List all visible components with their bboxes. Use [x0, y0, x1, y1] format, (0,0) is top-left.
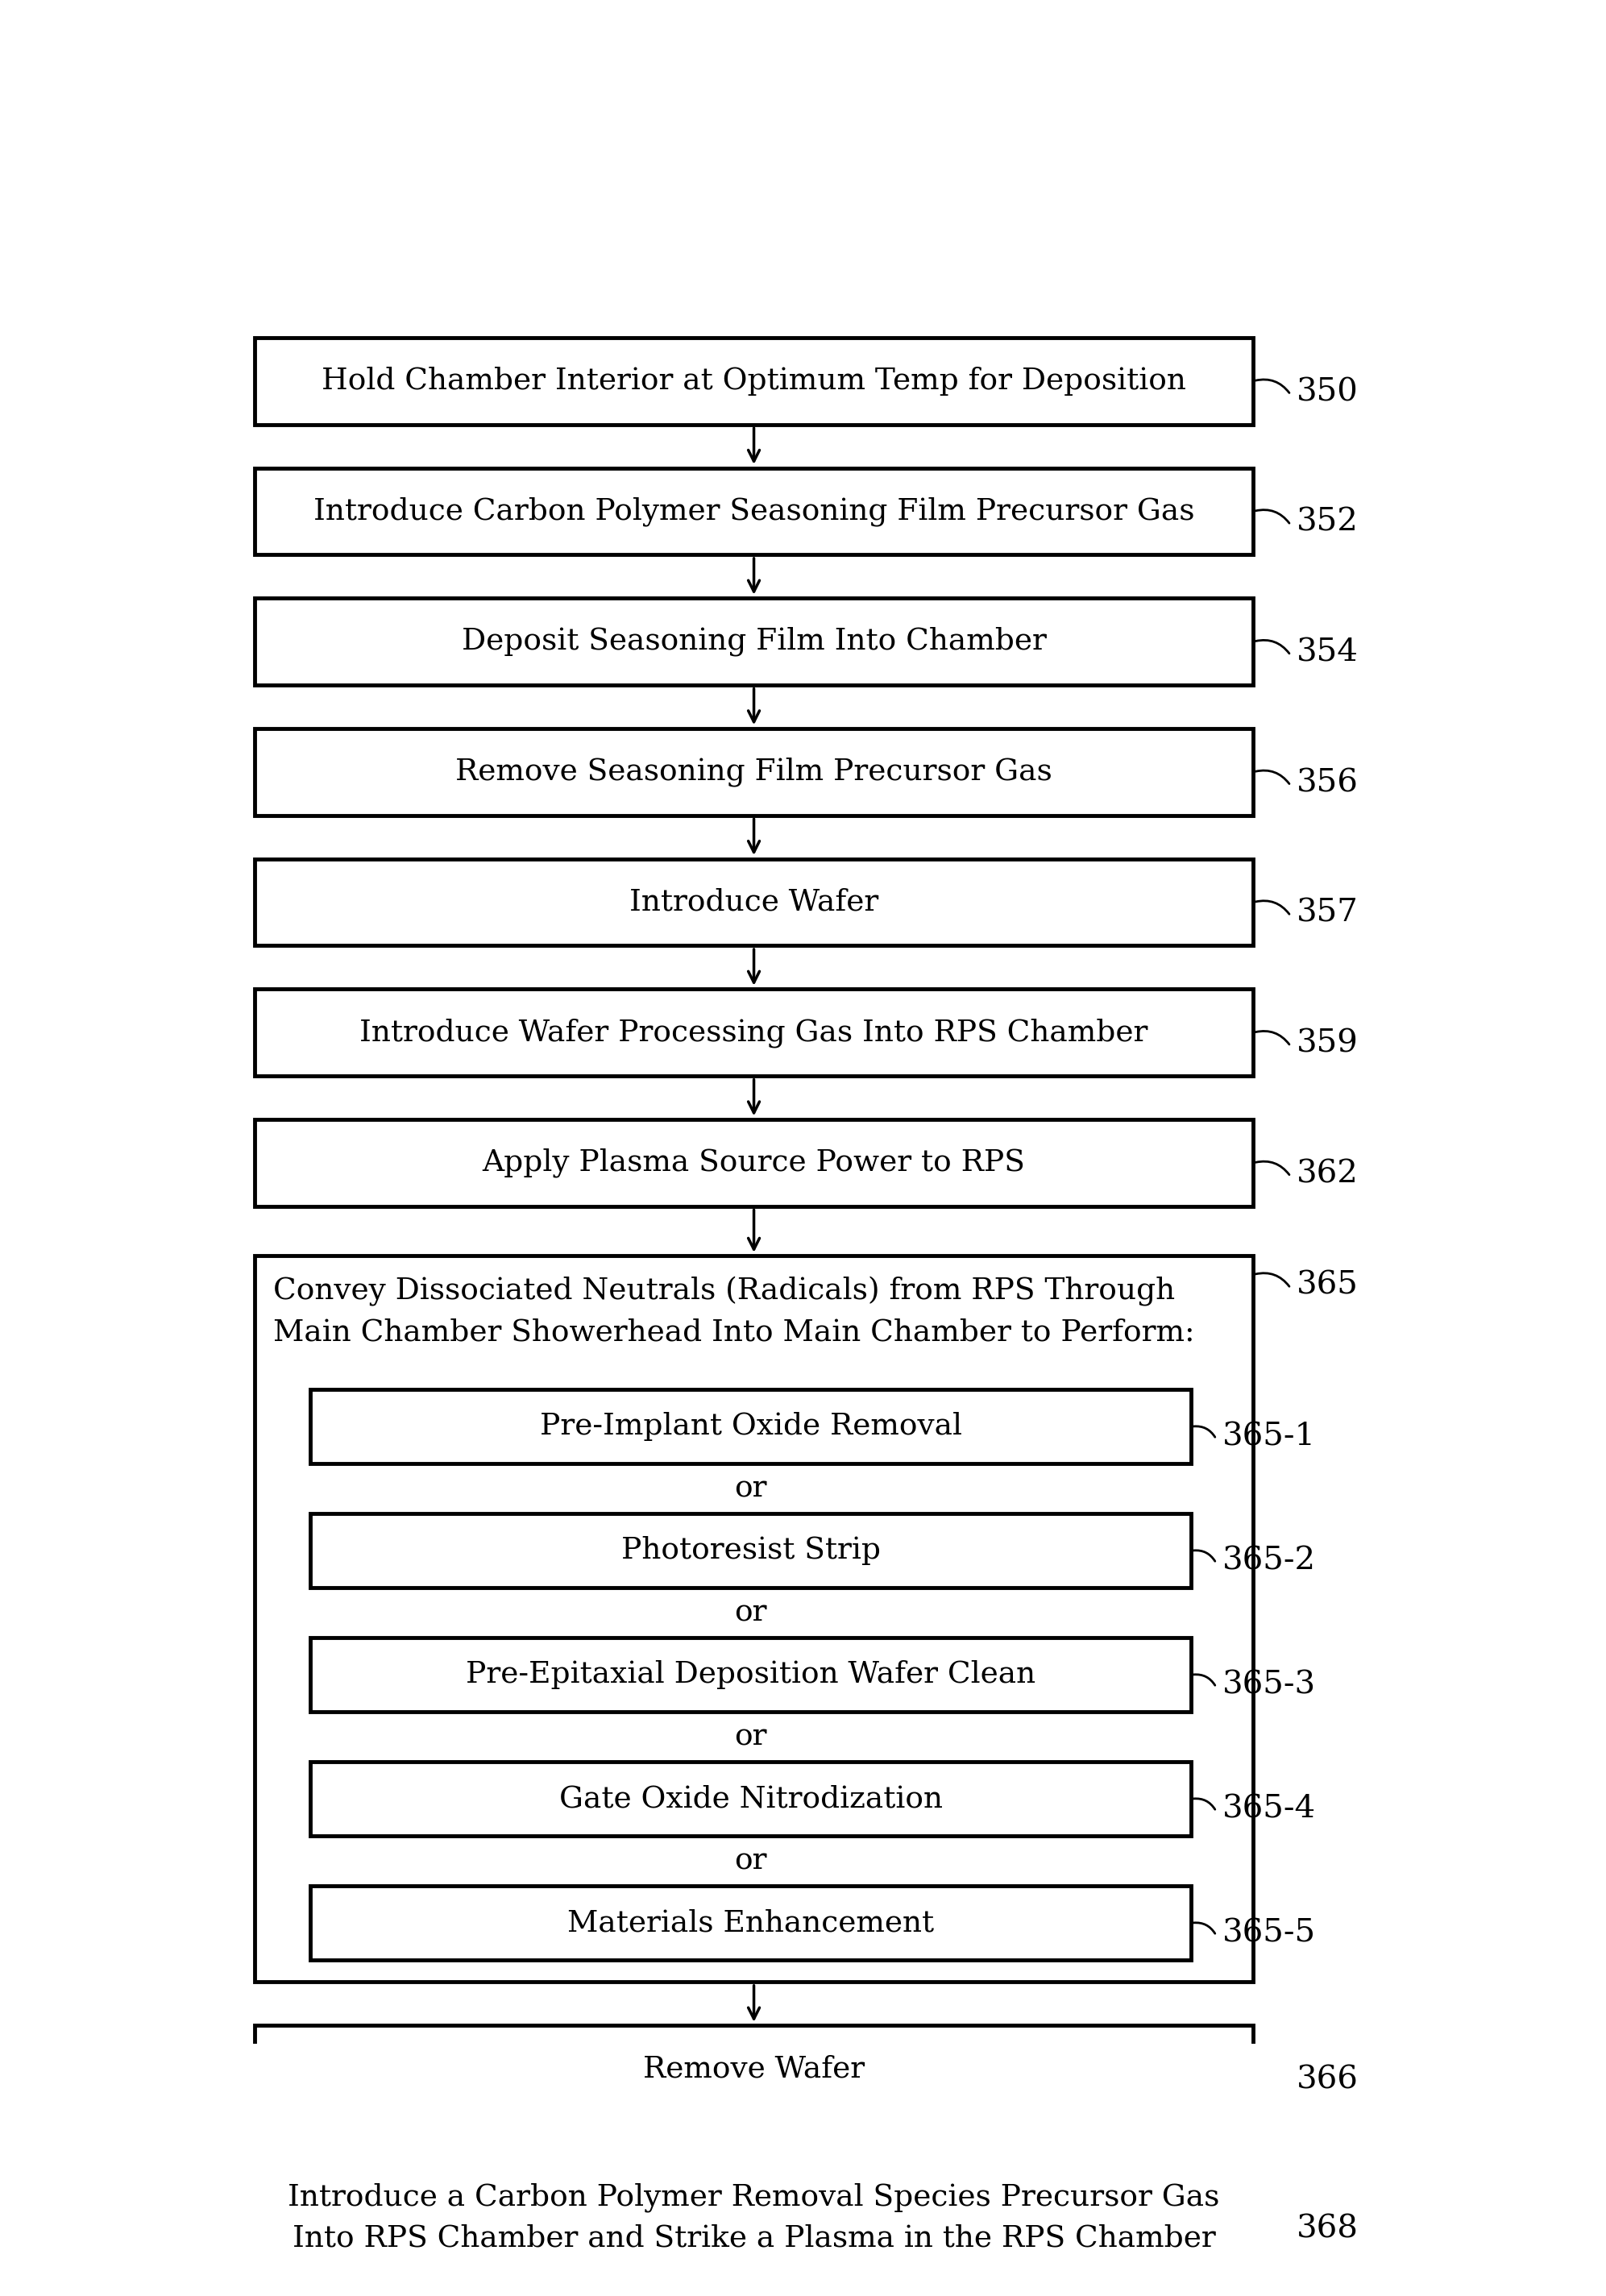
Text: Introduce Wafer Processing Gas Into RPS Chamber: Introduce Wafer Processing Gas Into RPS …: [360, 1017, 1148, 1047]
Text: Photoresist Strip: Photoresist Strip: [622, 1536, 880, 1566]
Bar: [310, 1513, 1192, 1589]
Text: 365-4: 365-4: [1222, 1793, 1315, 1823]
Bar: [254, 990, 1253, 1077]
Text: Introduce Wafer: Introduce Wafer: [630, 889, 878, 916]
Text: or: or: [734, 1474, 768, 1504]
Text: Pre-Implant Oxide Removal: Pre-Implant Oxide Removal: [540, 1412, 962, 1442]
Text: or: or: [734, 1722, 768, 1752]
Text: Remove Wafer: Remove Wafer: [642, 2055, 864, 2082]
Text: 365: 365: [1296, 1272, 1359, 1300]
Bar: [254, 599, 1253, 684]
Text: 359: 359: [1296, 1029, 1359, 1058]
Text: Remove Seasoning Film Precursor Gas: Remove Seasoning Film Precursor Gas: [456, 758, 1052, 788]
Text: Introduce a Carbon Polymer Removal Species Precursor Gas
Into RPS Chamber and St: Introduce a Carbon Polymer Removal Speci…: [287, 2183, 1221, 2252]
Bar: [254, 2025, 1253, 2112]
Text: 357: 357: [1296, 898, 1359, 928]
Bar: [254, 338, 1253, 425]
Text: Introduce Carbon Polymer Seasoning Film Precursor Gas: Introduce Carbon Polymer Seasoning Film …: [313, 496, 1195, 526]
Bar: [310, 1761, 1192, 1837]
Text: 352: 352: [1296, 507, 1359, 537]
Text: 366: 366: [1296, 2064, 1359, 2094]
Text: 368: 368: [1296, 2213, 1359, 2243]
Bar: [254, 2156, 1253, 2280]
Text: Hold Chamber Interior at Optimum Temp for Deposition: Hold Chamber Interior at Optimum Temp fo…: [321, 367, 1187, 395]
Text: Convey Dissociated Neutrals (Radicals) from RPS Through
Main Chamber Showerhead : Convey Dissociated Neutrals (Radicals) f…: [273, 1277, 1195, 1348]
Text: Deposit Seasoning Film Into Chamber: Deposit Seasoning Film Into Chamber: [461, 627, 1047, 657]
Bar: [254, 1120, 1253, 1205]
Bar: [254, 859, 1253, 946]
Text: or: or: [734, 1846, 768, 1876]
Text: Materials Enhancement: Materials Enhancement: [567, 1908, 935, 1938]
Text: 354: 354: [1296, 638, 1359, 668]
Text: 365-1: 365-1: [1222, 1421, 1315, 1451]
Bar: [254, 728, 1253, 815]
Text: or: or: [734, 1598, 768, 1628]
Text: Apply Plasma Source Power to RPS: Apply Plasma Source Power to RPS: [482, 1148, 1025, 1178]
Bar: [310, 1637, 1192, 1713]
Text: 365-3: 365-3: [1222, 1669, 1315, 1699]
Bar: [254, 468, 1253, 556]
Bar: [310, 1389, 1192, 1465]
Text: 365-2: 365-2: [1222, 1545, 1315, 1575]
Bar: [254, 1256, 1253, 1981]
Bar: [310, 1885, 1192, 1961]
Text: 356: 356: [1296, 769, 1359, 799]
Text: 350: 350: [1296, 377, 1359, 406]
Text: 365-5: 365-5: [1222, 1917, 1315, 1947]
Text: Gate Oxide Nitrodization: Gate Oxide Nitrodization: [559, 1784, 943, 1814]
Text: 362: 362: [1296, 1159, 1359, 1189]
Text: Pre-Epitaxial Deposition Wafer Clean: Pre-Epitaxial Deposition Wafer Clean: [466, 1660, 1036, 1690]
